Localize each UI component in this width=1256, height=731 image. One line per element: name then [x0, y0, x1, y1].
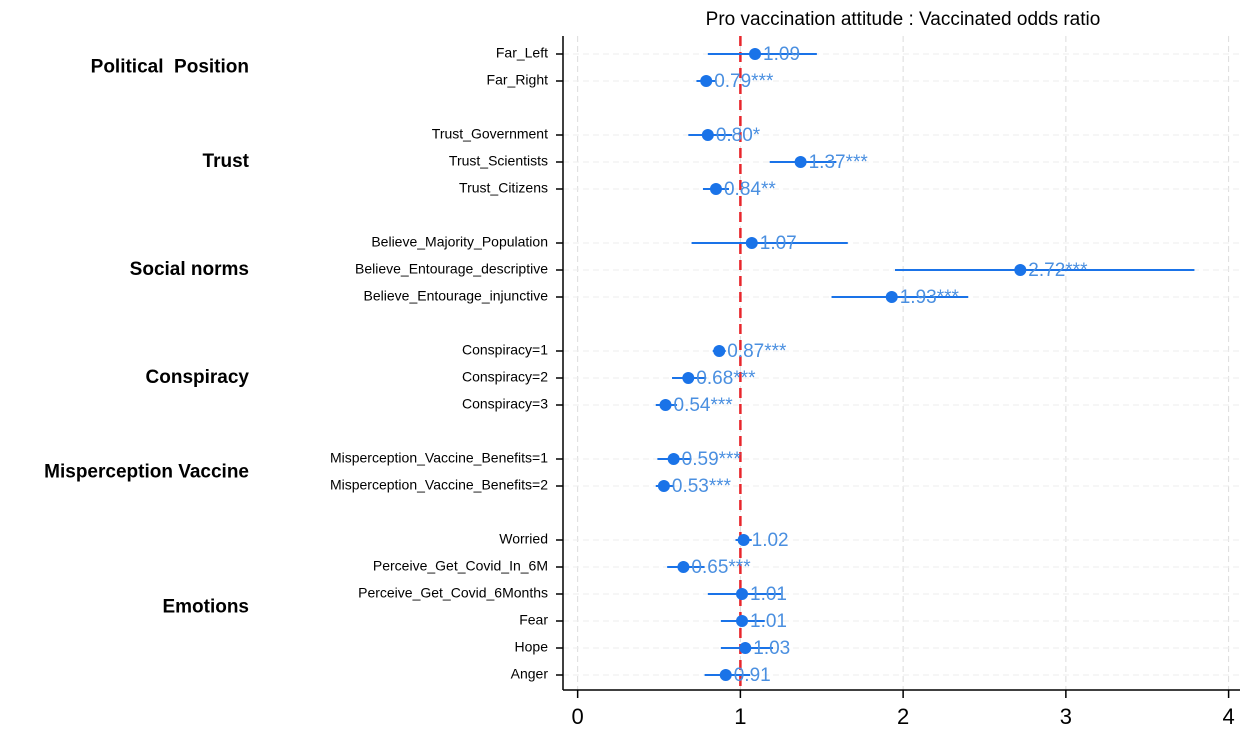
category-label: Trust_Citizens [459, 180, 548, 196]
point [1014, 264, 1027, 276]
value-label: 1.01 [750, 611, 787, 632]
point [736, 588, 749, 600]
group-label: Political Position [91, 57, 249, 78]
value-label: 0.59*** [682, 449, 742, 470]
point [667, 453, 680, 465]
point [736, 615, 749, 627]
category-label: Far_Right [487, 72, 549, 88]
point [709, 183, 722, 195]
group-label: Conspiracy [146, 367, 250, 388]
value-label: 0.84** [724, 179, 776, 200]
value-label: 0.53*** [672, 476, 732, 497]
value-label: 1.07 [760, 233, 797, 254]
x-tick-label: 3 [1060, 704, 1072, 729]
value-label: 2.72*** [1028, 260, 1088, 281]
point [749, 48, 762, 60]
category-label: Believe_Majority_Population [371, 234, 548, 250]
value-label: 0.65*** [691, 557, 751, 578]
x-tick-label: 0 [572, 704, 584, 729]
point [682, 372, 695, 384]
group-label: Trust [203, 151, 250, 172]
category-label: Perceive_Get_Covid_6Months [358, 585, 548, 601]
category-label: Trust_Scientists [449, 153, 548, 169]
category-label: Worried [499, 531, 548, 547]
group-label: Emotions [162, 597, 249, 618]
value-label: 1.93*** [900, 287, 960, 308]
category-label: Conspiracy=2 [462, 369, 548, 385]
category-label: Anger [511, 666, 549, 682]
category-label: Perceive_Get_Covid_In_6M [373, 558, 548, 574]
point [794, 156, 807, 168]
category-label: Conspiracy=1 [462, 342, 548, 358]
value-label: 0.80* [716, 125, 761, 146]
chart-title: Pro vaccination attitude : Vaccinated od… [706, 9, 1101, 30]
value-label: 1.09 [763, 44, 800, 65]
category-label: Conspiracy=3 [462, 396, 548, 412]
value-label: 1.02 [752, 530, 789, 551]
point [719, 669, 732, 681]
value-label: 1.03 [753, 638, 790, 659]
point [739, 642, 752, 654]
point [657, 480, 670, 492]
x-tick-label: 4 [1222, 704, 1234, 729]
point [885, 291, 898, 303]
point [737, 534, 750, 546]
group-label: Social norms [130, 259, 249, 280]
point [677, 561, 690, 573]
x-tick-label: 2 [897, 704, 909, 729]
x-tick-label: 1 [734, 704, 746, 729]
category-label: Fear [519, 612, 548, 628]
value-label: 0.54*** [674, 395, 734, 416]
category-label: Misperception_Vaccine_Benefits=1 [330, 450, 548, 466]
group-label: Misperception Vaccine [44, 462, 249, 483]
value-label: 1.37*** [809, 152, 869, 173]
point [659, 399, 672, 411]
value-label: 0.87*** [727, 341, 787, 362]
category-label: Believe_Entourage_descriptive [355, 261, 548, 277]
category-label: Trust_Government [432, 126, 548, 142]
point [745, 237, 758, 249]
value-label: 1.01 [750, 584, 787, 605]
value-label: 0.91 [734, 665, 771, 686]
category-label: Hope [515, 639, 549, 655]
point [713, 345, 726, 357]
value-label: 0.79*** [714, 71, 774, 92]
category-label: Believe_Entourage_injunctive [364, 288, 549, 304]
value-label: 0.68*** [696, 368, 756, 389]
point [700, 75, 713, 87]
category-label: Far_Left [496, 45, 548, 61]
point [701, 129, 714, 141]
category-label: Misperception_Vaccine_Benefits=2 [330, 477, 548, 493]
